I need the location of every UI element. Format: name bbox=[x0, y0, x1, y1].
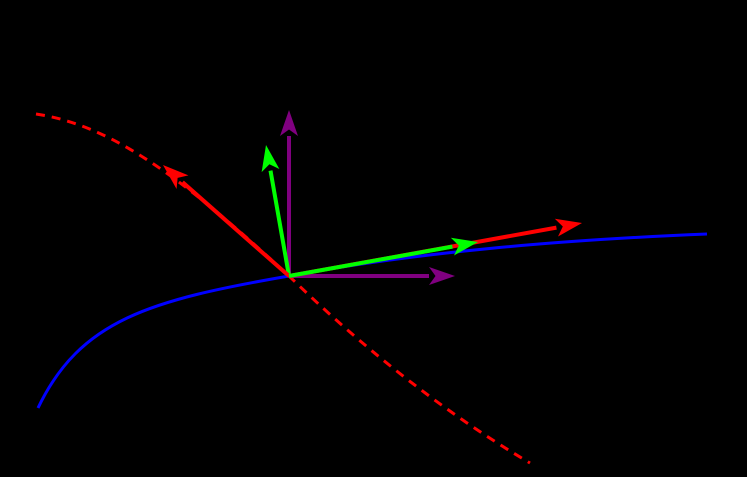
green-up-arrow bbox=[261, 145, 291, 277]
red-dashed-curve bbox=[35, 112, 531, 465]
red-up-left-arrow bbox=[163, 165, 291, 278]
purple-right-arrow bbox=[289, 267, 455, 285]
green-right-arrow bbox=[288, 237, 478, 278]
arrows-group bbox=[163, 110, 582, 285]
curves-group bbox=[35, 112, 708, 465]
purple-up-arrow bbox=[280, 110, 298, 276]
